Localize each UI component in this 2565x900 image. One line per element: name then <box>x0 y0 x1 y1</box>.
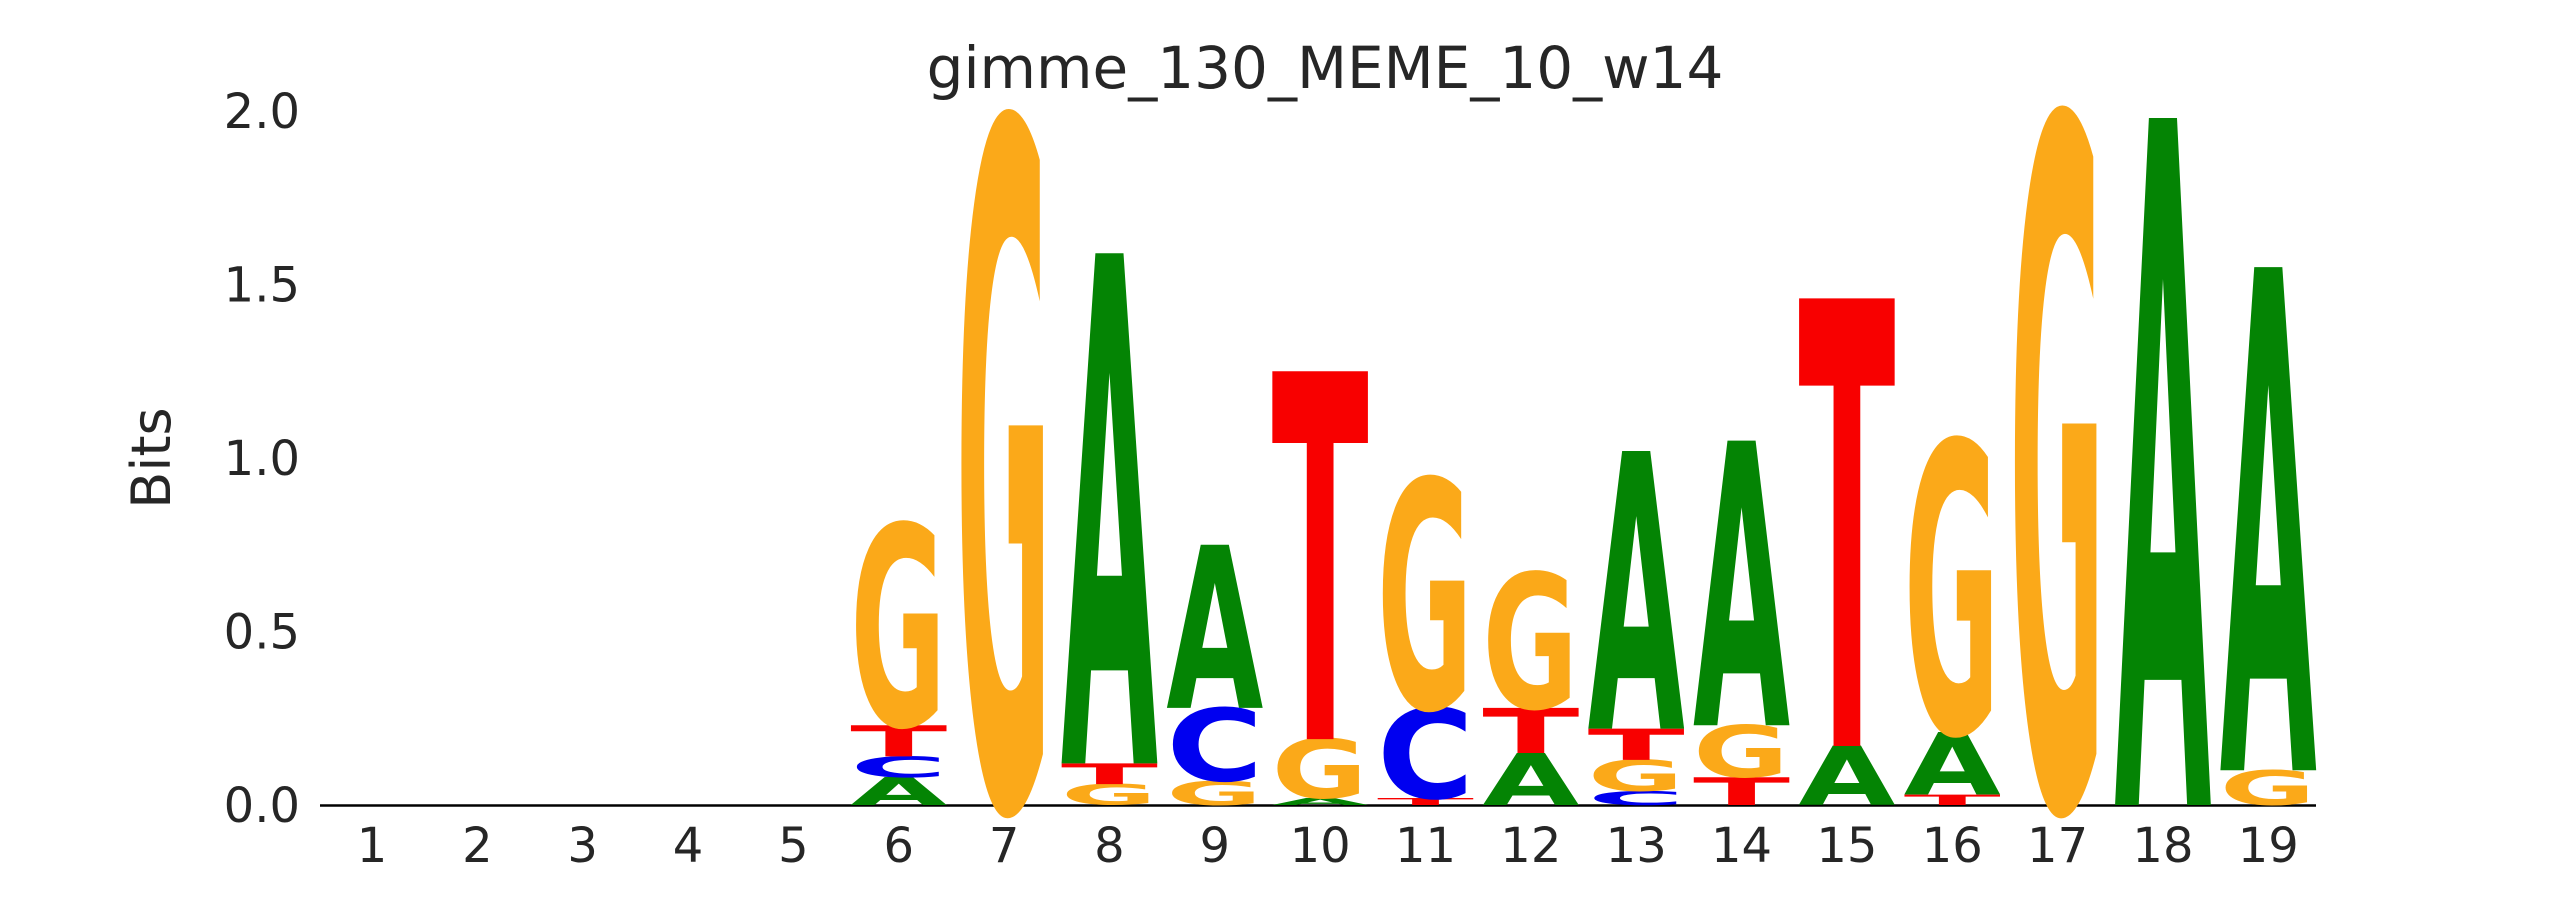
logo-letter-G-pos-9: G <box>1166 774 1262 813</box>
x-tick-label: 7 <box>989 818 1020 874</box>
x-tick-label: 10 <box>1290 818 1351 874</box>
logo-letter-G-pos-6: G <box>850 469 946 791</box>
logo-letter-T-pos-13: T <box>1588 720 1685 770</box>
logo-letter-A-pos-19: A <box>2220 130 2318 900</box>
logo-letter-T-pos-14: T <box>1693 770 1790 815</box>
x-tick-label: 6 <box>883 818 914 874</box>
logo-letter-A-pos-14: A <box>1693 364 1791 818</box>
logo-letter-A-pos-9: A <box>1166 501 1263 761</box>
x-tick-label: 18 <box>2132 818 2193 874</box>
x-tick-label: 12 <box>1500 818 1561 874</box>
y-tick-label: 1.5 <box>224 258 300 314</box>
y-tick-label: 0.5 <box>224 605 300 661</box>
x-tick-label: 3 <box>567 818 598 874</box>
logo-letter-G-pos-12: G <box>1482 536 1578 753</box>
logo-letter-A-pos-6: A <box>850 770 947 814</box>
logo-letter-G-pos-8: G <box>1061 779 1157 812</box>
logo-letter-A-pos-13: A <box>1588 375 1686 818</box>
logo-letter-G-pos-16: G <box>1904 363 2000 827</box>
x-axis-ticks: 1 2 3 4 5 6 7 8 9 10 11 12 13 14 15 16 17 18 19 <box>357 818 2299 874</box>
x-tick-label: 13 <box>1606 818 1667 874</box>
logo-letter-T-pos-10: T <box>1272 272 1370 859</box>
logo-letter-G-pos-17: G <box>2009 0 2105 900</box>
logo-letter-G-pos-11: G <box>1377 416 1473 782</box>
x-tick-label: 9 <box>1200 818 1231 874</box>
logo-letter-A-pos-10: A <box>1272 796 1369 807</box>
logo-letter-G-pos-14: G <box>1693 711 1789 794</box>
logo-letter-C-pos-6: C <box>850 751 947 784</box>
y-tick-label: 0.0 <box>224 778 300 834</box>
x-tick-label: 15 <box>1816 818 1877 874</box>
logo-letter-G-pos-10: G <box>1272 723 1368 817</box>
x-tick-label: 5 <box>778 818 809 874</box>
x-tick-label: 8 <box>1094 818 1125 874</box>
logo-letter-T-pos-11: T <box>1377 796 1474 807</box>
logo-letter-A-pos-16: A <box>1904 716 2001 816</box>
x-tick-label: 14 <box>1711 818 1772 874</box>
plot-title: gimme_130_MEME_10_w14 <box>927 34 1724 102</box>
logo-letter-T-pos-16: T <box>1904 792 2001 809</box>
x-tick-label: 2 <box>462 818 493 874</box>
logo-letter-T-pos-12: T <box>1482 695 1579 767</box>
x-tick-label: 16 <box>1922 818 1983 874</box>
logo-letter-A-pos-12: A <box>1482 739 1579 822</box>
logo-letter-C-pos-11: C <box>1377 684 1474 828</box>
logo-letter-G-pos-13: G <box>1588 751 1684 801</box>
x-tick-label: 1 <box>357 818 388 874</box>
y-tick-label: 2.0 <box>224 84 300 140</box>
y-tick-label: 1.0 <box>224 431 300 487</box>
logo-letter-G-pos-7: G <box>956 0 1052 900</box>
logo-letter-T-pos-6: T <box>850 717 947 767</box>
x-tick-label: 17 <box>2027 818 2088 874</box>
logo-letter-A-pos-18: A <box>2114 0 2212 900</box>
x-tick-label: 19 <box>2238 818 2299 874</box>
logo-letter-C-pos-13: C <box>1588 787 1685 809</box>
logo-letter-T-pos-15: T <box>1798 177 1896 892</box>
logo-letter-A-pos-8: A <box>1061 113 1159 900</box>
logo-letter-A-pos-15: A <box>1798 730 1895 824</box>
logo-letter-G-pos-19: G <box>2220 761 2316 816</box>
x-tick-label: 11 <box>1395 818 1456 874</box>
y-axis-label: Bits <box>120 407 183 508</box>
logo-letter-T-pos-8: T <box>1061 758 1158 791</box>
x-tick-label: 4 <box>673 818 704 874</box>
logo-letter-C-pos-9: C <box>1166 688 1263 805</box>
y-axis-ticks: 0.0 0.5 1.0 1.5 2.0 <box>224 84 300 834</box>
